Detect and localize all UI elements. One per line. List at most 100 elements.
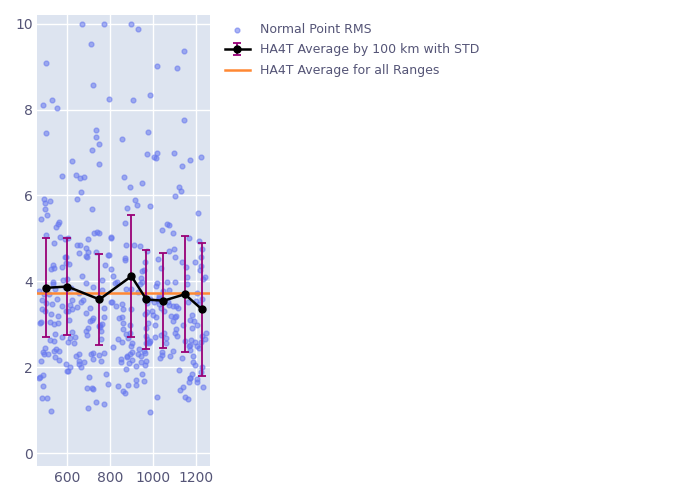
Normal Point RMS: [167, 347, 178, 355]
Normal Point RMS: [178, 48, 190, 56]
Normal Point RMS: [196, 364, 207, 372]
Normal Point RMS: [184, 346, 195, 354]
Normal Point RMS: [116, 356, 127, 364]
Normal Point RMS: [192, 289, 203, 297]
Normal Point RMS: [63, 366, 74, 374]
Normal Point RMS: [41, 129, 52, 137]
Normal Point RMS: [127, 340, 138, 347]
Normal Point RMS: [45, 407, 56, 415]
Normal Point RMS: [184, 374, 195, 382]
Normal Point RMS: [120, 366, 132, 374]
Normal Point RMS: [143, 128, 154, 136]
Normal Point RMS: [116, 358, 127, 366]
Normal Point RMS: [183, 298, 194, 306]
Normal Point RMS: [48, 280, 59, 288]
Normal Point RMS: [125, 20, 136, 28]
Normal Point RMS: [165, 312, 176, 320]
Normal Point RMS: [132, 24, 144, 32]
Normal Point RMS: [40, 205, 51, 213]
Normal Point RMS: [169, 253, 181, 261]
Normal Point RMS: [158, 330, 169, 338]
Normal Point RMS: [197, 275, 209, 283]
Normal Point RMS: [57, 276, 69, 283]
Normal Point RMS: [153, 254, 164, 262]
Normal Point RMS: [83, 324, 94, 332]
Normal Point RMS: [145, 91, 156, 99]
Normal Point RMS: [135, 358, 146, 366]
Normal Point RMS: [155, 330, 167, 338]
Normal Point RMS: [144, 296, 155, 304]
Normal Point RMS: [60, 259, 71, 267]
Normal Point RMS: [81, 252, 92, 260]
Normal Point RMS: [190, 338, 201, 346]
Normal Point RMS: [168, 149, 179, 157]
Normal Point RMS: [122, 204, 133, 212]
Normal Point RMS: [174, 386, 186, 394]
Normal Point RMS: [64, 334, 76, 342]
Normal Point RMS: [74, 360, 85, 368]
Normal Point RMS: [151, 279, 162, 287]
Normal Point RMS: [169, 278, 181, 286]
Normal Point RMS: [140, 310, 151, 318]
Normal Point RMS: [66, 306, 77, 314]
Normal Point RMS: [50, 354, 61, 362]
Normal Point RMS: [178, 116, 190, 124]
Normal Point RMS: [106, 234, 117, 242]
Normal Point RMS: [117, 135, 128, 143]
Normal Point RMS: [124, 183, 135, 191]
Normal Point RMS: [197, 244, 208, 252]
Normal Point RMS: [162, 220, 173, 228]
Normal Point RMS: [89, 229, 100, 237]
Normal Point RMS: [199, 273, 211, 281]
Normal Point RMS: [185, 342, 196, 349]
Normal Point RMS: [188, 352, 199, 360]
Normal Point RMS: [155, 354, 166, 362]
Normal Point RMS: [139, 348, 150, 356]
Normal Point RMS: [144, 338, 155, 346]
Normal Point RMS: [60, 253, 71, 261]
Normal Point RMS: [122, 334, 134, 342]
Normal Point RMS: [39, 307, 50, 315]
Normal Point RMS: [80, 279, 92, 287]
Normal Point RMS: [71, 240, 83, 248]
Normal Point RMS: [49, 320, 60, 328]
Normal Point RMS: [62, 338, 74, 346]
Normal Point RMS: [111, 278, 122, 286]
Normal Point RMS: [136, 278, 148, 286]
Normal Point RMS: [37, 348, 48, 356]
Normal Point RMS: [52, 295, 63, 303]
Normal Point RMS: [85, 350, 97, 358]
Normal Point RMS: [176, 187, 187, 195]
Normal Point RMS: [55, 234, 66, 241]
Normal Point RMS: [118, 319, 129, 327]
Normal Point RMS: [80, 326, 92, 334]
Normal Point RMS: [140, 294, 151, 302]
Normal Point RMS: [52, 320, 63, 328]
Normal Point RMS: [158, 287, 169, 295]
Normal Point RMS: [163, 302, 174, 310]
Normal Point RMS: [49, 347, 60, 355]
Normal Point RMS: [179, 337, 190, 345]
Normal Point RMS: [86, 384, 97, 392]
Normal Point RMS: [190, 361, 201, 369]
Normal Point RMS: [66, 157, 77, 165]
Normal Point RMS: [87, 205, 98, 213]
Normal Point RMS: [169, 245, 180, 253]
Normal Point RMS: [174, 366, 185, 374]
Normal Point RMS: [127, 348, 138, 356]
Normal Point RMS: [36, 318, 47, 326]
Normal Point RMS: [39, 199, 50, 207]
Normal Point RMS: [183, 234, 195, 241]
Normal Point RMS: [60, 254, 71, 262]
Normal Point RMS: [44, 198, 55, 205]
Normal Point RMS: [176, 354, 188, 362]
Normal Point RMS: [36, 358, 47, 366]
Normal Point RMS: [96, 276, 107, 284]
Normal Point RMS: [52, 312, 64, 320]
Normal Point RMS: [42, 212, 53, 220]
Normal Point RMS: [38, 290, 49, 298]
Normal Point RMS: [176, 258, 188, 266]
Normal Point RMS: [84, 304, 95, 312]
Normal Point RMS: [167, 230, 178, 237]
Legend: Normal Point RMS, HA4T Average by 100 km with STD, HA4T Average for all Ranges: Normal Point RMS, HA4T Average by 100 km…: [218, 16, 485, 83]
